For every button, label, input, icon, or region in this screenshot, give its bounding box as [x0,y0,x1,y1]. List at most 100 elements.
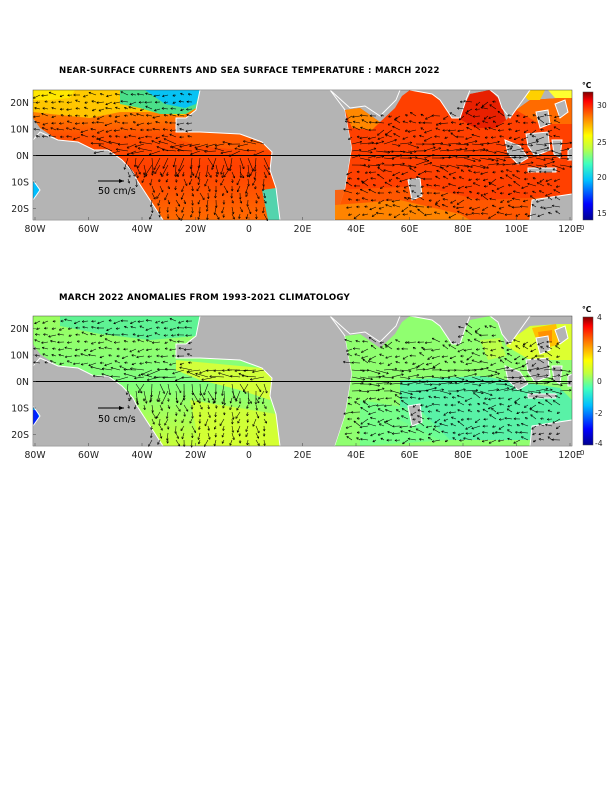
current-vector [98,341,105,344]
current-vector-head [348,198,351,201]
current-vector [431,147,441,152]
current-vector-head [492,170,495,174]
current-vector-head [136,175,139,179]
current-vector-head [514,402,517,405]
current-vector [504,417,513,420]
current-vector-head [34,339,37,342]
current-vector-head [567,147,570,151]
current-vector [391,432,401,434]
current-vector [114,341,121,343]
current-vector-head [491,334,494,337]
current-vector [439,149,449,152]
current-vector-head [458,325,461,329]
current-vector [127,397,131,402]
current-vector-head [345,426,349,429]
current-vector-head [534,354,538,358]
current-vector-head [185,409,189,412]
current-vector [207,425,210,431]
current-vector [434,136,441,138]
current-vector [459,439,465,441]
current-vector [75,348,81,351]
current-vector-head [379,353,382,357]
current-vector-head [177,217,181,221]
current-vector-head [536,367,540,370]
current-vector-head [162,166,166,169]
current-vector-head [465,432,468,435]
current-vector [455,156,470,159]
current-vector-head [531,364,535,367]
current-vector-head [130,127,133,131]
current-vector [527,183,537,187]
current-vector-head [138,390,141,393]
current-vector [152,115,161,119]
current-vector [222,141,233,145]
current-vector-head [41,127,45,130]
current-vector-head [97,321,100,325]
current-vector-head [435,127,439,131]
current-vector [556,432,561,435]
current-vector [465,432,473,434]
current-vector [191,199,194,206]
current-vector-head [135,401,139,404]
current-vector-head [472,182,476,185]
current-vector-head [395,177,399,180]
current-vector-head [411,190,414,193]
current-vector-head [167,186,170,190]
current-vector [110,367,121,371]
current-vector [531,122,537,124]
current-vector-head [90,142,94,145]
current-vector-head [415,205,418,208]
current-vector-head [150,435,153,438]
current-vector [176,122,185,125]
current-vector [392,204,401,208]
current-vector [149,178,153,186]
current-vector [434,211,441,215]
current-vector [263,404,267,409]
current-vector-head [499,191,503,195]
current-vector-head [395,360,398,364]
current-vector [108,141,121,145]
current-vector [529,341,537,347]
current-vector-head [165,179,169,183]
current-vector-head [114,120,117,123]
current-vector-head [452,191,456,195]
current-vector [97,320,105,324]
current-vector-head [498,207,502,210]
current-vector [207,171,212,178]
current-vector-head [163,138,167,141]
current-vector-head [401,400,404,403]
current-vector [236,404,241,411]
current-vector-head [257,443,260,446]
current-vector-head [145,135,148,139]
current-vector-head [96,117,100,120]
current-vector-head [369,397,372,400]
current-vector-head [466,357,469,361]
current-vector [343,128,353,131]
current-vector-head [188,341,191,345]
current-vector-head [140,128,143,132]
current-vector-head [382,387,385,391]
current-vector-head [435,201,438,204]
current-vector-head [432,365,436,368]
current-vector-head [484,136,488,139]
current-vector [431,143,443,145]
current-vector-head [146,373,150,376]
current-vector-head [389,382,393,386]
current-vector-head [48,134,51,138]
current-vector [489,104,497,110]
current-vector [368,411,377,415]
current-vector-head [214,180,218,183]
current-vector-head [457,166,460,169]
current-vector [539,190,545,194]
panel-1-y-tick-label: 10S [11,178,29,189]
current-vector [119,365,129,371]
current-vector-head [482,208,485,211]
current-vector-head [220,172,223,175]
current-vector [186,108,193,110]
current-vector [121,334,129,336]
current-vector [34,339,41,343]
current-vector-head [489,414,492,417]
current-vector-head [484,127,488,131]
current-vector-head [238,401,242,404]
current-vector-head [516,411,519,414]
